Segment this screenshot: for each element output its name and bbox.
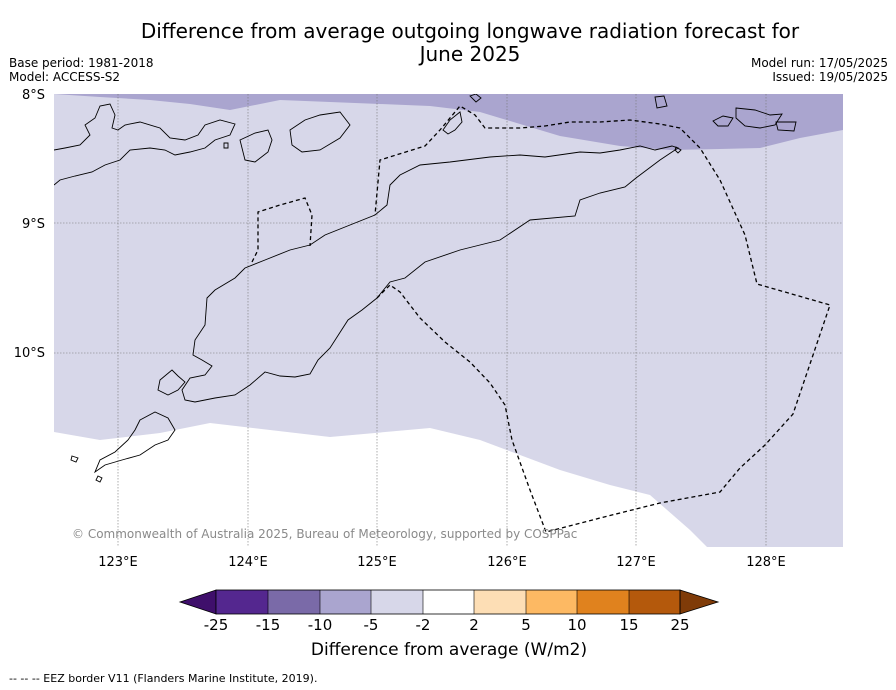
colorbar-segment-5 [423, 590, 474, 614]
small-island-3 [70, 455, 79, 463]
north-island-4 [712, 115, 734, 127]
longitude-labels: 123°E 124°E 125°E 126°E 127°E 128°E [98, 555, 786, 570]
base-period-text: Base period: 1981-2018 [9, 56, 154, 70]
anomaly-region-dark [54, 94, 843, 150]
metadata-right: Model run: 17/05/2025 Issued: 19/05/2025 [751, 56, 888, 84]
model-run-text: Model run: 17/05/2025 [750, 56, 888, 70]
colorbar-label: Difference from average (W/m2) [310, 640, 588, 660]
colorbar-tick-1: -25 [204, 616, 229, 634]
eez-footnote: -- -- -- EEZ border V11 (Flanders Marine… [9, 672, 318, 685]
lon-label-123e: 123°E [98, 555, 138, 570]
lon-label-128e: 128°E [746, 555, 786, 570]
map-title: Difference from average outgoing longwav… [110, 20, 830, 66]
colorbar-segment-7 [526, 590, 577, 614]
colorbar-segment-3 [320, 590, 371, 614]
lon-label-126e: 126°E [487, 555, 527, 570]
colorbar-tick-8: 10 [567, 616, 586, 634]
lon-label-124e: 124°E [228, 555, 268, 570]
colorbar-tick-2: -15 [256, 616, 281, 634]
anomaly-region-light [54, 94, 843, 547]
latitude-labels: 8°S 9°S 10°S [14, 88, 45, 361]
colorbar-separators [267, 590, 630, 614]
colorbar-low-extension [178, 589, 217, 615]
colorbar: -25 -15 -10 -5 -2 2 5 10 15 25 [178, 589, 720, 634]
title-line-1: Difference from average outgoing longwav… [140, 19, 800, 43]
northwest-island-3 [289, 111, 351, 153]
colorbar-tick-6: 2 [469, 616, 479, 634]
colorbar-tick-3: -10 [308, 616, 333, 634]
colorbar-tick-4: -5 [364, 616, 379, 634]
colorbar-segment-6 [474, 590, 526, 614]
northwest-islands-coastline [54, 103, 236, 186]
title-line-2: June 2025 [419, 42, 521, 66]
colorbar-ticks: -25 -15 -10 -5 -2 2 5 10 15 25 [204, 616, 690, 634]
small-island-1 [157, 369, 186, 396]
lon-label-125e: 125°E [357, 555, 397, 570]
eez-border-main [374, 105, 831, 533]
colorbar-segment-4 [371, 590, 423, 614]
north-island-3 [654, 95, 668, 109]
small-island-2 [93, 411, 176, 474]
colorbar-segment-9 [629, 590, 680, 614]
metadata-left: Base period: 1981-2018 Model: ACCESS-S2 [9, 56, 154, 84]
colorbar-tick-5: -2 [416, 616, 431, 634]
timor-tip [674, 146, 682, 154]
colorbar-segment-2 [268, 590, 320, 614]
colorbar-high-extension [679, 589, 720, 615]
colorbar-tick-10: 25 [670, 616, 689, 634]
copyright-text: © Commonwealth of Australia 2025, Bureau… [72, 527, 577, 541]
north-island-1 [442, 111, 463, 135]
small-island-4 [95, 475, 103, 483]
model-text: Model: ACCESS-S2 [9, 70, 121, 84]
colorbar-frame [215, 589, 681, 615]
timor-island-coastline [181, 145, 680, 403]
lat-label-9s: 9°S [22, 217, 45, 232]
coastlines [54, 94, 797, 483]
gridlines [54, 94, 843, 547]
colorbar-segment-8 [577, 590, 629, 614]
issued-text: Issued: 19/05/2025 [772, 70, 888, 84]
colorbar-tick-9: 15 [619, 616, 638, 634]
north-island-6 [775, 121, 797, 132]
lat-label-8s: 8°S [22, 88, 45, 103]
north-island-2 [469, 94, 482, 103]
colorbar-tick-7: 5 [521, 616, 531, 634]
northwest-island-4 [223, 142, 229, 149]
colorbar-segment-1 [216, 590, 268, 614]
lon-label-127e: 127°E [616, 555, 656, 570]
eez-border [251, 105, 831, 533]
northwest-island-2 [239, 129, 273, 163]
lat-label-10s: 10°S [14, 346, 45, 361]
map-area [54, 94, 843, 547]
north-island-5 [735, 107, 783, 129]
